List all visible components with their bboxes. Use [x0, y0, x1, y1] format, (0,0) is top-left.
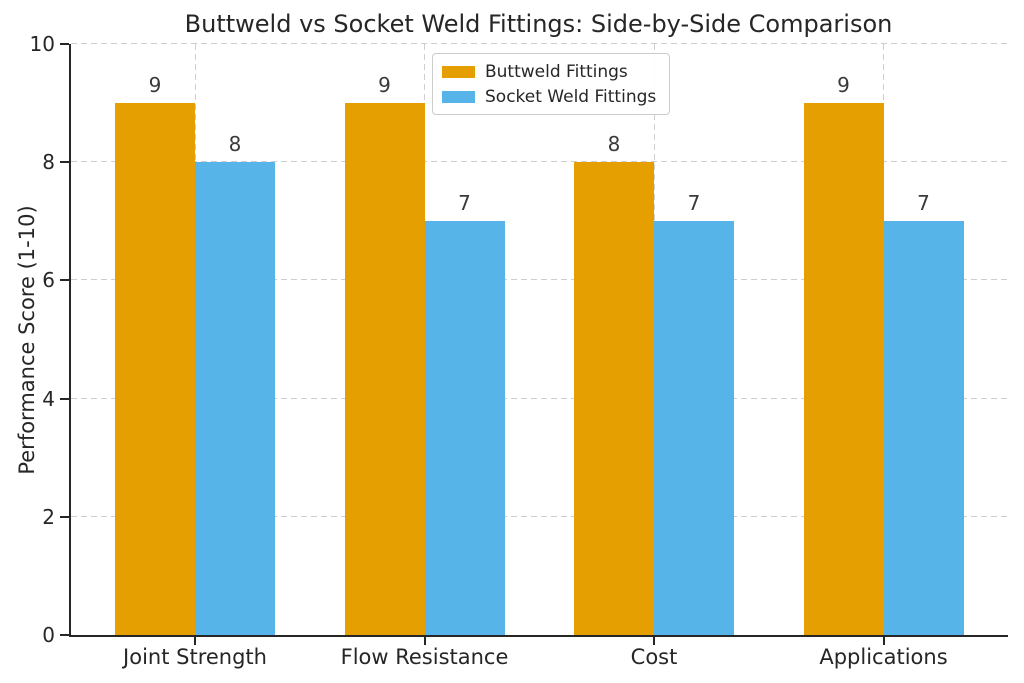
- y-tick-mark: [60, 279, 69, 282]
- bar-buttweld: [574, 162, 654, 635]
- y-axis-label: Performance Score (1-10): [15, 205, 39, 475]
- bar-buttweld: [803, 103, 884, 635]
- y-tick-label: 10: [29, 32, 55, 56]
- bar-socketweld: [883, 221, 964, 635]
- gridline-y: [71, 515, 1008, 517]
- bar-value-label: 9: [378, 73, 391, 98]
- y-tick-label: 4: [42, 386, 55, 411]
- x-tick-label: Flow Resistance: [340, 645, 509, 669]
- bar-buttweld: [344, 103, 425, 635]
- gridline-y: [71, 397, 1008, 399]
- plot-area: 9 9 8 9 8 7 7 7 Buttweld Fittings Socket Weld F…: [69, 43, 1008, 637]
- bar-value-label: 8: [607, 132, 621, 157]
- gridline-y: [71, 279, 1008, 281]
- x-tick-mark: [423, 637, 426, 645]
- x-tick-mark: [653, 637, 655, 645]
- bar-value-label: 9: [837, 73, 850, 98]
- bar-value-label: 8: [228, 132, 242, 157]
- legend-swatch-socketweld-icon: [442, 90, 475, 103]
- bar-socketweld: [195, 162, 275, 635]
- y-tick-label: 8: [42, 150, 55, 175]
- gridline-y: [71, 43, 1008, 44]
- legend-item: Buttweld Fittings: [442, 61, 656, 82]
- x-tick-label: Applications: [819, 645, 948, 669]
- x-tick-label: Joint Strength: [123, 645, 267, 669]
- bar-socketweld: [424, 221, 505, 635]
- legend-swatch-buttweld-icon: [442, 65, 475, 78]
- legend-label: Buttweld Fittings: [485, 61, 628, 82]
- y-tick-mark: [60, 634, 69, 636]
- x-tick-mark: [882, 637, 885, 645]
- y-tick-mark: [60, 515, 69, 518]
- bar-socketweld: [654, 221, 734, 635]
- bar-value-label: 7: [458, 191, 471, 216]
- x-tick-mark: [194, 637, 196, 645]
- y-tick-label: 2: [42, 504, 55, 529]
- chart-title: Buttweld vs Socket Weld Fittings: Side-b…: [184, 10, 893, 38]
- bar-value-label: 7: [917, 191, 930, 216]
- legend-item: Socket Weld Fittings: [442, 86, 656, 107]
- legend-label: Socket Weld Fittings: [485, 86, 657, 107]
- y-tick-label: 0: [42, 623, 55, 647]
- y-tick-mark: [60, 397, 69, 400]
- x-tick-label: Cost: [630, 645, 678, 669]
- bar-buttweld: [115, 103, 195, 635]
- y-tick-label: 6: [42, 268, 55, 293]
- y-tick-mark: [60, 43, 69, 45]
- legend: Buttweld Fittings Socket Weld Fittings: [432, 53, 671, 115]
- gridline-y: [71, 161, 1008, 163]
- bar-value-label: 7: [687, 191, 701, 216]
- bar-value-label: 9: [148, 73, 162, 98]
- y-tick-mark: [60, 161, 69, 164]
